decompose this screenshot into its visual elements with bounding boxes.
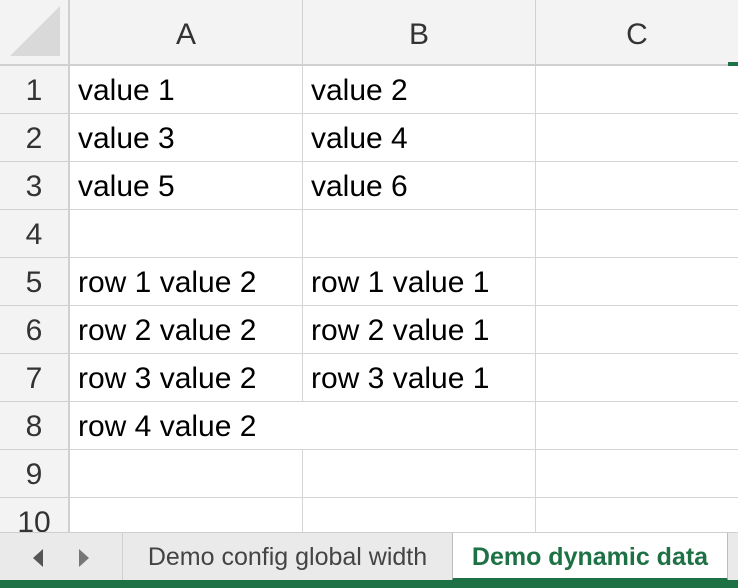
column-header-a[interactable]: A <box>70 0 303 66</box>
row-header-1[interactable]: 1 <box>0 66 70 114</box>
status-bar-accent <box>0 580 738 588</box>
cell-c3[interactable] <box>536 162 738 210</box>
row-header-2[interactable]: 2 <box>0 114 70 162</box>
cell-c6[interactable] <box>536 306 738 354</box>
cell-a9[interactable] <box>70 450 303 498</box>
cell-b6[interactable]: row 2 value 1 <box>303 306 536 354</box>
cell-c7[interactable] <box>536 354 738 402</box>
select-all-corner[interactable] <box>0 0 70 66</box>
column-header-b[interactable]: B <box>303 0 536 66</box>
cell-b2[interactable]: value 4 <box>303 114 536 162</box>
cell-b5[interactable]: row 1 value 1 <box>303 258 536 306</box>
cell-a7[interactable]: row 3 value 2 <box>70 354 303 402</box>
cell-c4[interactable] <box>536 210 738 258</box>
spreadsheet-grid: A B C 1 value 1 value 2 2 value 3 value … <box>0 0 738 532</box>
cell-c5[interactable] <box>536 258 738 306</box>
cell-b1[interactable]: value 2 <box>303 66 536 114</box>
cell-c2[interactable] <box>536 114 738 162</box>
selection-indicator <box>728 62 738 66</box>
cell-b7[interactable]: row 3 value 1 <box>303 354 536 402</box>
row-header-9[interactable]: 9 <box>0 450 70 498</box>
cell-a2[interactable]: value 3 <box>70 114 303 162</box>
cell-b8[interactable] <box>303 402 536 450</box>
row-header-3[interactable]: 3 <box>0 162 70 210</box>
cell-b4[interactable] <box>303 210 536 258</box>
cell-a6[interactable]: row 2 value 2 <box>70 306 303 354</box>
cell-b3[interactable]: value 6 <box>303 162 536 210</box>
cell-a1[interactable]: value 1 <box>70 66 303 114</box>
cell-c8[interactable] <box>536 402 738 450</box>
row-header-5[interactable]: 5 <box>0 258 70 306</box>
row-header-6[interactable]: 6 <box>0 306 70 354</box>
cell-a8[interactable]: row 4 value 2 <box>70 402 303 450</box>
cell-c10[interactable] <box>536 498 738 532</box>
row-header-4[interactable]: 4 <box>0 210 70 258</box>
cell-a10[interactable] <box>70 498 303 532</box>
row-header-7[interactable]: 7 <box>0 354 70 402</box>
cell-c1[interactable] <box>536 66 738 114</box>
cell-a4[interactable] <box>70 210 303 258</box>
cell-b9[interactable] <box>303 450 536 498</box>
cell-a5[interactable]: row 1 value 2 <box>70 258 303 306</box>
tab-demo-config-global-width[interactable]: Demo config global width <box>122 533 452 581</box>
cell-b10[interactable] <box>303 498 536 532</box>
cell-c9[interactable] <box>536 450 738 498</box>
tab-demo-dynamic-data[interactable]: Demo dynamic data <box>452 533 728 581</box>
column-header-c[interactable]: C <box>536 0 738 66</box>
row-header-10[interactable]: 10 <box>0 498 70 532</box>
chevron-right-icon[interactable] <box>66 533 102 583</box>
cell-a3[interactable]: value 5 <box>70 162 303 210</box>
chevron-left-icon[interactable] <box>20 533 56 583</box>
row-header-8[interactable]: 8 <box>0 402 70 450</box>
sheet-tab-bar: Demo config global width Demo dynamic da… <box>0 532 738 588</box>
